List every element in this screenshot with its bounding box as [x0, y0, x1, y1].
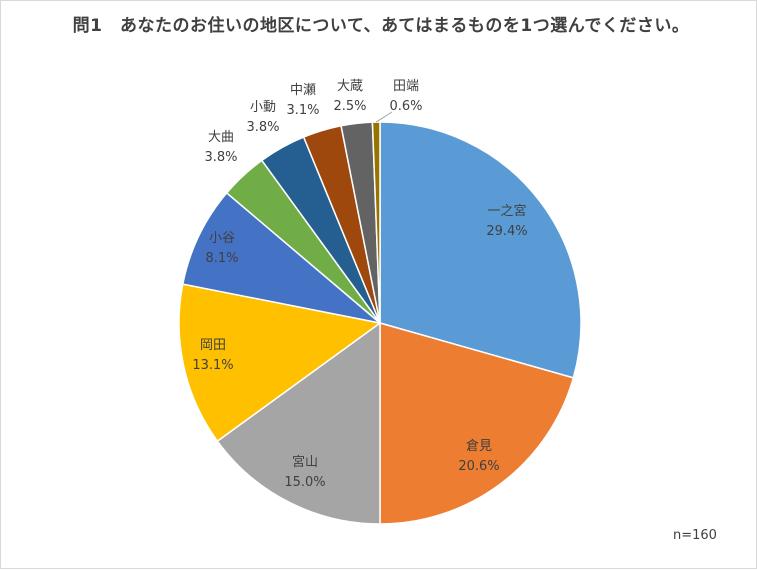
slice-label-2: 倉見 [466, 439, 492, 454]
slice-label-4: 岡田 [200, 338, 226, 353]
leader-line [375, 111, 393, 123]
slice-label-8: 中瀬 [290, 83, 316, 98]
slice-percent-2: 20.6% [458, 459, 499, 474]
slice-percent-3: 15.0% [284, 475, 325, 490]
slice-label-1: 一之宮 [487, 203, 526, 219]
pie-slice-1 [379, 121, 582, 379]
pie-slice-2 [379, 322, 575, 525]
slice-label-10: 田端 [393, 79, 419, 94]
slice-percent-5: 8.1% [205, 251, 238, 266]
slice-percent-10: 0.6% [389, 99, 422, 114]
slice-label-9: 大蔵 [337, 79, 363, 94]
slice-percent-7: 3.8% [246, 120, 279, 135]
chart-title: 問1 あなたのお住いの地区について、あてはまるものを1つ選んでください。 [72, 16, 690, 36]
slice-percent-9: 2.5% [333, 99, 366, 114]
slice-label-5: 小谷 [209, 231, 235, 246]
sample-size-note: n=160 [673, 528, 717, 543]
pie-slice-3 [216, 321, 381, 525]
slice-percent-8: 3.1% [286, 103, 319, 118]
slice-percent-1: 29.4% [486, 224, 527, 239]
slice-label-3: 宮山 [292, 454, 318, 470]
slice-percent-4: 13.1% [192, 358, 233, 373]
slice-label-6: 大曲 [208, 130, 234, 145]
pie-slice-4 [178, 283, 382, 443]
pie-slice-5 [181, 191, 383, 325]
slice-label-7: 小動 [250, 100, 276, 115]
slice-percent-6: 3.8% [204, 150, 237, 165]
pie-slice-10 [371, 121, 381, 324]
